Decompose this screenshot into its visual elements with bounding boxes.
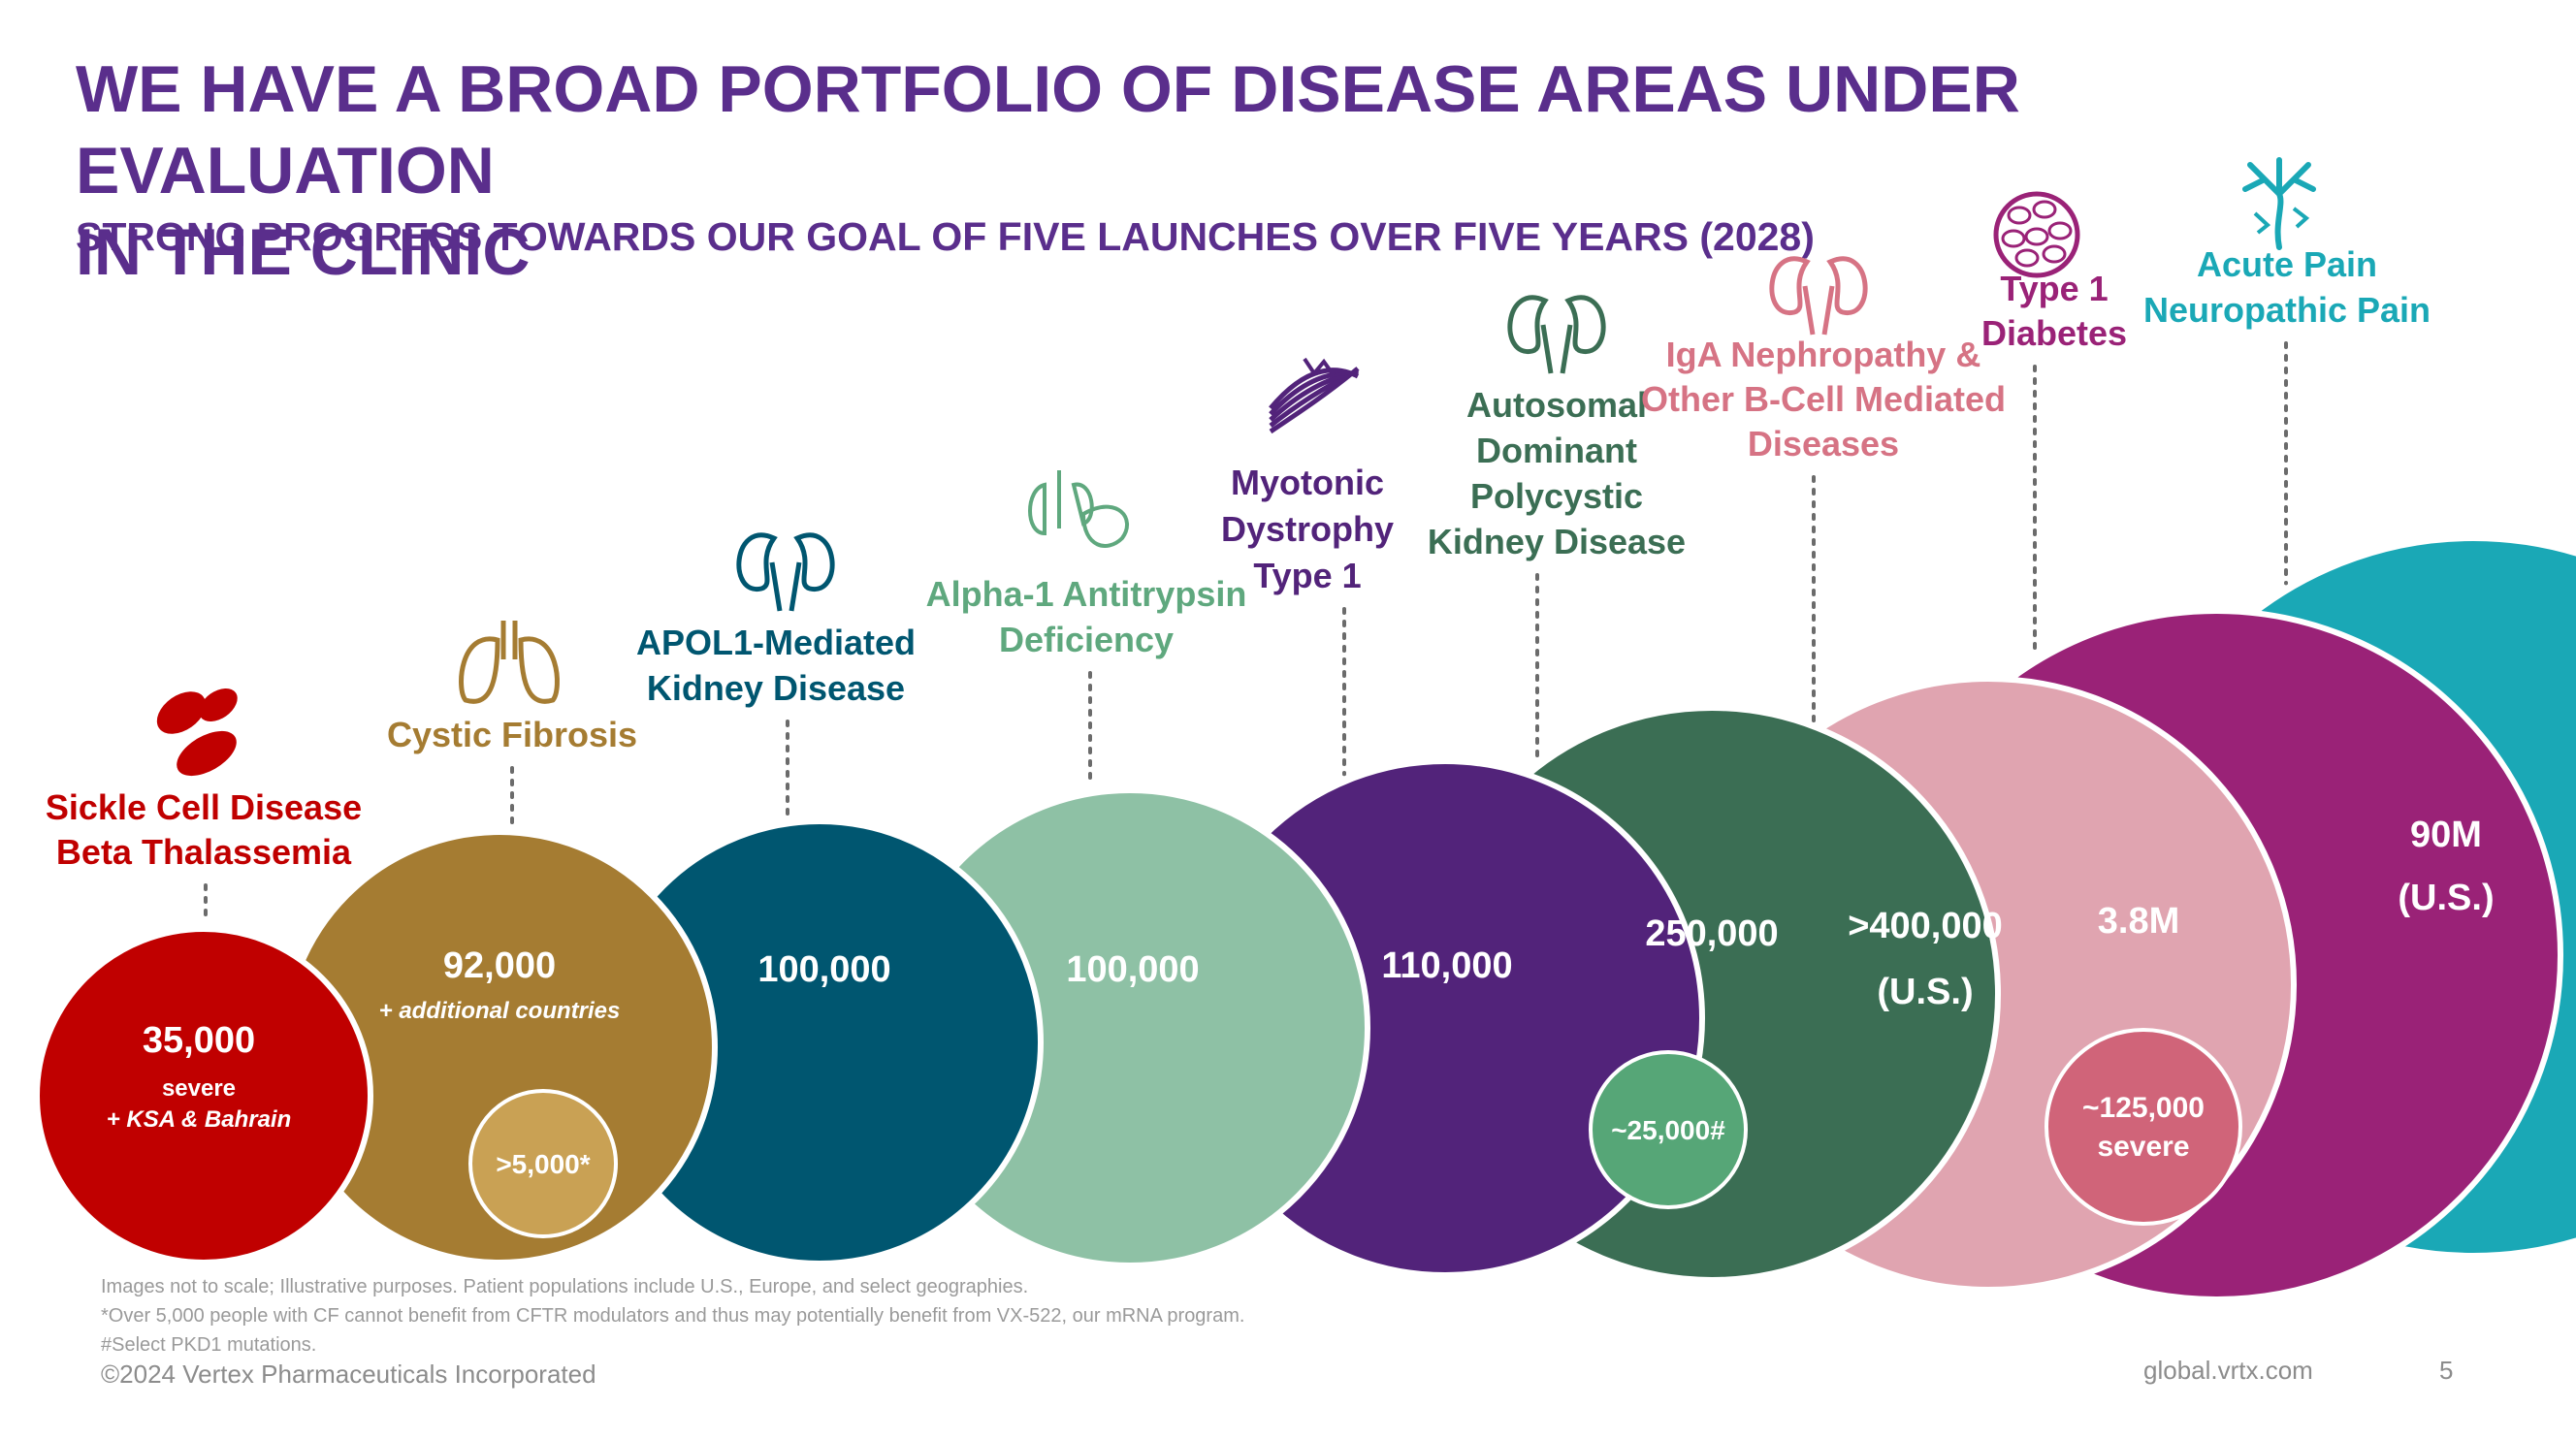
disease-name: Kidney Disease (647, 668, 905, 708)
disease-name: Sickle Cell Disease (46, 787, 362, 827)
lungs-liver-icon (1028, 470, 1129, 548)
slide-title: WE HAVE A BROAD PORTFOLIO OF DISEASE ARE… (76, 48, 2423, 293)
disease-name: Other B-Cell Mediated (1641, 379, 2006, 419)
disease-label-4: Alpha-1 Antitrypsin Deficiency (926, 470, 1247, 788)
population-note: (U.S.) (2398, 878, 2494, 918)
disease-name: Kidney Disease (1428, 522, 1686, 561)
disease-name: Beta Thalassemia (56, 832, 352, 872)
population-note: (U.S.) (1877, 972, 1973, 1012)
footnote-scale: Images not to scale; Illustrative purpos… (101, 1276, 1029, 1297)
population-value: 3.8M (2098, 901, 2179, 942)
disease-label-8: Type 1 Diabetes (1981, 191, 2127, 657)
disease-name: IgA Nephropathy & (1666, 335, 1981, 374)
pancreatic-cells-icon (1993, 191, 2080, 278)
population-note: + additional countries (379, 998, 621, 1024)
kidneys-icon (1769, 256, 1868, 336)
subpopulation-circle (2045, 1028, 2242, 1226)
population-value: 90M (2410, 815, 2482, 855)
copyright: ©2024 Vertex Pharmaceuticals Incorporate… (101, 1360, 596, 1389)
nerve-icon (2242, 157, 2316, 250)
subpopulation-value: ~25,000# (1611, 1115, 1725, 1145)
muscle-icon (1269, 357, 1360, 434)
disease-name: Type 1 (1253, 556, 1361, 595)
disease-name: Neuropathic Pain (2143, 290, 2431, 330)
disease-name: Acute Pain (2197, 244, 2377, 284)
population-value: 110,000 (1381, 945, 1512, 986)
population-value: 100,000 (1066, 949, 1199, 990)
red-blood-cells-icon (156, 688, 238, 777)
footnote-pkd1: #Select PKD1 mutations. (101, 1334, 317, 1356)
population-value: 92,000 (443, 945, 556, 986)
disease-name: Polycystic (1470, 476, 1643, 516)
subpopulation-value: ~125,000 (2082, 1092, 2205, 1124)
disease-name: Dystrophy (1221, 509, 1394, 549)
population-value: 100,000 (757, 949, 890, 990)
population-value: 35,000 (143, 1020, 255, 1061)
subpopulation-circle (1589, 1050, 1748, 1209)
disease-label-9: Acute Pain Neuropathic Pain (2143, 157, 2431, 586)
disease-label-6: Autosomal Dominant Polycystic Kidney Diseas… (1428, 295, 1686, 762)
title-line-2: IN THE CLINIC (76, 215, 531, 289)
disease-name: Alpha-1 Antitrypsin (926, 574, 1247, 614)
disease-name: Diabetes (1981, 313, 2127, 353)
subpopulation-circle (468, 1089, 618, 1238)
disease-name: Autosomal (1466, 385, 1647, 425)
disease-name: Myotonic (1231, 463, 1384, 502)
disease-label-7: IgA Nephropathy & Other B-Cell Mediated Di… (1641, 256, 2006, 728)
disease-name: Dominant (1476, 431, 1637, 470)
subpopulation-value: severe (2097, 1131, 2189, 1163)
lungs-icon (459, 621, 560, 704)
disease-name: Deficiency (999, 620, 1174, 659)
population-note: severe (162, 1075, 236, 1102)
website-link[interactable]: global.vrtx.com (2143, 1356, 2313, 1385)
population-circle (34, 926, 373, 1265)
kidneys-icon (1507, 295, 1606, 374)
slide-subtitle: STRONG PROGRESS TOWARDS OUR GOAL OF FIVE… (76, 214, 1815, 259)
population-value: 250,000 (1645, 913, 1778, 954)
disease-label-5: Myotonic Dystrophy Type 1 (1221, 357, 1394, 777)
disease-name: Type 1 (2000, 269, 2108, 308)
disease-label-3: APOL1-Mediated Kidney Disease (636, 532, 916, 818)
subpopulation-value: >5,000* (496, 1149, 590, 1179)
population-value: >400,000 (1848, 906, 2003, 946)
population-note: + KSA & Bahrain (107, 1106, 292, 1133)
disease-circle-1 (34, 926, 373, 1265)
disease-name: Diseases (1748, 424, 1899, 464)
page-number: 5 (2439, 1356, 2454, 1385)
kidneys-icon (736, 532, 835, 612)
footnote-cf: *Over 5,000 people with CF cannot benefi… (101, 1305, 1245, 1327)
disease-label-1: Sickle Cell Disease Beta Thalassemia (46, 688, 362, 924)
disease-label-2: Cystic Fibrosis (387, 621, 637, 827)
disease-name: APOL1-Mediated (636, 623, 916, 662)
disease-name: Cystic Fibrosis (387, 715, 637, 754)
title-line-1: WE HAVE A BROAD PORTFOLIO OF DISEASE ARE… (76, 52, 2020, 208)
